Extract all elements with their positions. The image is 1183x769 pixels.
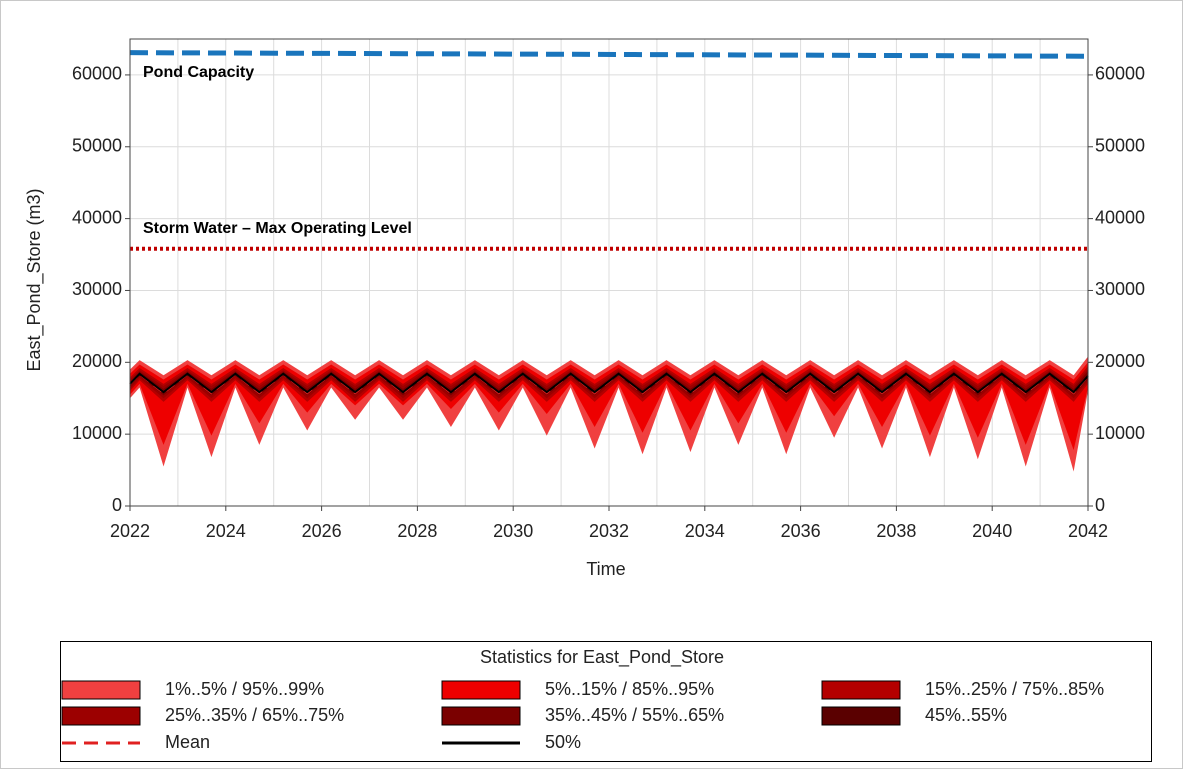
y2-tick-label: 10000 (1095, 423, 1145, 443)
legend-label: 15%..25% / 75%..85% (925, 679, 1104, 699)
x-axis-label: Time (586, 559, 625, 579)
legend-swatch (821, 680, 901, 700)
legend-label: 45%..55% (925, 705, 1007, 725)
reference-line (129, 50, 1089, 59)
legend-title: Statistics for East_Pond_Store (480, 647, 724, 668)
legend-label: 5%..15% / 85%..95% (545, 679, 714, 699)
legend-label: Mean (165, 732, 210, 752)
x-tick-label: 2030 (493, 521, 533, 541)
legend-swatch (441, 706, 521, 726)
y2-tick-label: 50000 (1095, 136, 1145, 156)
y2-tick-label: 30000 (1095, 279, 1145, 299)
legend-swatch (61, 680, 141, 700)
y-tick-label: 10000 (72, 423, 122, 443)
x-tick-label: 2022 (110, 521, 150, 541)
y2-tick-label: 60000 (1095, 64, 1145, 84)
y2-tick-label: 0 (1095, 495, 1105, 515)
x-tick-label: 2026 (302, 521, 342, 541)
x-tick-label: 2038 (876, 521, 916, 541)
legend-label: 50% (545, 732, 581, 752)
legend-label: 35%..45% / 55%..65% (545, 705, 724, 725)
legend-swatch (441, 680, 521, 700)
x-tick-label: 2028 (397, 521, 437, 541)
x-tick-label: 2024 (206, 521, 246, 541)
y-axis-label: East_Pond_Store (m3) (24, 188, 45, 371)
y2-tick-label: 20000 (1095, 351, 1145, 371)
y-tick-label: 20000 (72, 351, 122, 371)
x-tick-label: 2032 (589, 521, 629, 541)
x-tick-label: 2040 (972, 521, 1012, 541)
x-tick-label: 2036 (781, 521, 821, 541)
legend-label: 1%..5% / 95%..99% (165, 679, 324, 699)
y-tick-label: 40000 (72, 207, 122, 227)
x-tick-label: 2034 (685, 521, 725, 541)
reference-label: Storm Water – Max Operating Level (143, 220, 412, 237)
y-tick-label: 0 (112, 495, 122, 515)
x-tick-label: 2042 (1068, 521, 1108, 541)
legend-label: 25%..35% / 65%..75% (165, 705, 344, 725)
y-tick-label: 60000 (72, 64, 122, 84)
reference-label: Pond Capacity (143, 64, 254, 81)
y-tick-label: 30000 (72, 279, 122, 299)
y-tick-label: 50000 (72, 136, 122, 156)
legend-swatch (821, 706, 901, 726)
series-line (129, 372, 1089, 394)
legend-box (60, 641, 1152, 762)
legend-swatch (61, 706, 141, 726)
band-area (130, 370, 1088, 396)
y2-tick-label: 40000 (1095, 207, 1145, 227)
